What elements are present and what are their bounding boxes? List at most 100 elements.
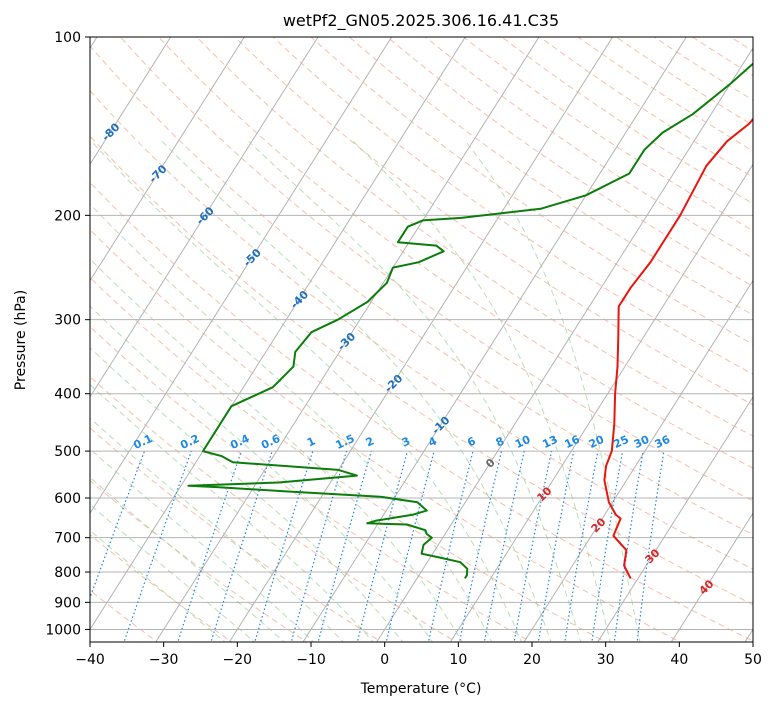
- moist-adiabat: [465, 140, 641, 642]
- y-tick-label: 100: [54, 30, 81, 46]
- mixing-ratio-line: [254, 450, 314, 642]
- mixing-ratio-label: 6: [465, 434, 478, 449]
- dry-adiabat: [90, 479, 308, 642]
- plot-grid: [90, 37, 753, 642]
- dry-adiabat: [90, 534, 233, 642]
- y-tick-label: 300: [54, 313, 81, 329]
- mixing-ratio-label: 3: [400, 434, 412, 449]
- moist-adiabat: [91, 140, 523, 642]
- dry-adiabat: [424, 37, 753, 259]
- mixing-ratio-label: 30: [632, 433, 652, 451]
- x-tick-label: 50: [744, 652, 762, 668]
- dry-adiabat: [234, 37, 753, 406]
- chart-title: wetPf2_GN05.2025.306.16.41.C35: [283, 11, 559, 31]
- isotherm-line: [449, 163, 753, 642]
- y-tick-label: 500: [54, 444, 81, 460]
- plot-frame: [89, 36, 754, 643]
- isotherm-line: [155, 37, 540, 642]
- dry-adiabat: [90, 45, 753, 536]
- dry-adiabat: [462, 37, 753, 232]
- mixing-ratio-line: [537, 450, 575, 642]
- dry-adiabat: [310, 37, 753, 345]
- mixing-ratio-line: [90, 450, 146, 600]
- mixing-ratio-label: 16: [563, 433, 583, 451]
- isotherm-line: [90, 37, 245, 282]
- dry-adiabat: [729, 37, 753, 52]
- isotherm-line: [597, 395, 753, 642]
- dry-adiabat: [119, 37, 753, 502]
- x-tick-label: −20: [223, 652, 253, 668]
- dry-adiabat: [577, 37, 753, 152]
- isotherm-line: [523, 279, 753, 642]
- mixing-ratio-label: 25: [611, 433, 630, 451]
- isotherm-line: [670, 512, 753, 642]
- mixing-ratio-label: 13: [540, 433, 559, 451]
- y-tick-label: 700: [54, 531, 81, 547]
- dry-adiabat: [90, 135, 753, 606]
- dry-adiabat: [157, 37, 753, 469]
- dry-adiabat: [196, 37, 753, 437]
- mixing-ratio-line: [513, 450, 553, 642]
- isotherm-label: -20: [382, 372, 405, 395]
- isotherm-label: -70: [146, 162, 169, 185]
- isotherm-label: -80: [99, 120, 122, 143]
- mixing-ratio-label: 10: [513, 433, 533, 451]
- isotherm-label: 40: [697, 577, 717, 597]
- dry-adiabat: [90, 427, 383, 642]
- x-tick-label: −30: [149, 652, 179, 668]
- mixing-ratio-line: [123, 450, 192, 642]
- dry-adiabat: [615, 37, 753, 126]
- isotherm-label: -50: [241, 246, 264, 269]
- x-tick-label: −10: [296, 652, 326, 668]
- temperature-line: [603, 117, 753, 579]
- moist-adiabat: [248, 140, 582, 642]
- moist-adiabat: [90, 476, 285, 642]
- mixing-ratio-line: [210, 450, 273, 642]
- y-tick-label: 600: [54, 491, 81, 507]
- isotherm-label: -100: [2, 34, 31, 63]
- x-tick-label: −40: [75, 652, 105, 668]
- isotherm-line: [90, 37, 393, 515]
- isotherm-label: -60: [194, 204, 217, 227]
- isotherm-label: -90: [52, 78, 75, 101]
- isotherm-line: [302, 37, 687, 642]
- mixing-ratio-label: 36: [653, 433, 673, 451]
- mixing-ratio-line: [427, 450, 474, 642]
- isotherm-line: [376, 47, 753, 642]
- moist-adiabat: [90, 305, 434, 642]
- axes: −40 −30 −20 −10 0 10 20 30 40 5010020030040050060…: [45, 30, 762, 668]
- y-axis-label: Pressure (hPa): [13, 290, 29, 390]
- moist-adiabat: [90, 347, 404, 642]
- isotherm-label: 30: [643, 546, 663, 566]
- dry-adiabat: [386, 37, 753, 287]
- isotherm-line: [228, 37, 614, 642]
- dry-adiabat: [90, 89, 753, 570]
- mixing-ratio-line: [483, 450, 525, 642]
- moist-adiabat: [352, 140, 611, 642]
- x-tick-label: 30: [597, 652, 615, 668]
- moist-adiabat: [161, 140, 552, 642]
- mixing-ratio-line: [356, 450, 409, 642]
- mixing-ratio-label: 1: [305, 434, 317, 449]
- mixing-ratio-line: [290, 450, 348, 642]
- x-tick-label: 40: [670, 652, 688, 668]
- mixing-ratio-line: [317, 450, 372, 642]
- plot-series: [187, 62, 753, 579]
- isotherm-line: [90, 37, 172, 166]
- mixing-ratio-label: 0.2: [178, 432, 201, 452]
- y-tick-label: 900: [54, 595, 81, 611]
- mixing-ratio-line: [385, 450, 435, 642]
- mixing-ratio-line: [177, 450, 242, 642]
- x-tick-label: 20: [523, 652, 541, 668]
- dry-adiabat: [500, 37, 753, 205]
- isotherm-label: -30: [335, 330, 358, 353]
- x-tick-label: 0: [380, 652, 389, 668]
- y-tick-label: 1000: [45, 622, 81, 638]
- moist-adiabat: [90, 384, 374, 642]
- mixing-ratio-label: 2: [364, 434, 376, 449]
- x-tick-label: 10: [449, 652, 467, 668]
- isotherm-line: [744, 628, 753, 642]
- mixing-ratio-label: 0.6: [259, 432, 282, 452]
- moist-adiabat: [90, 448, 315, 642]
